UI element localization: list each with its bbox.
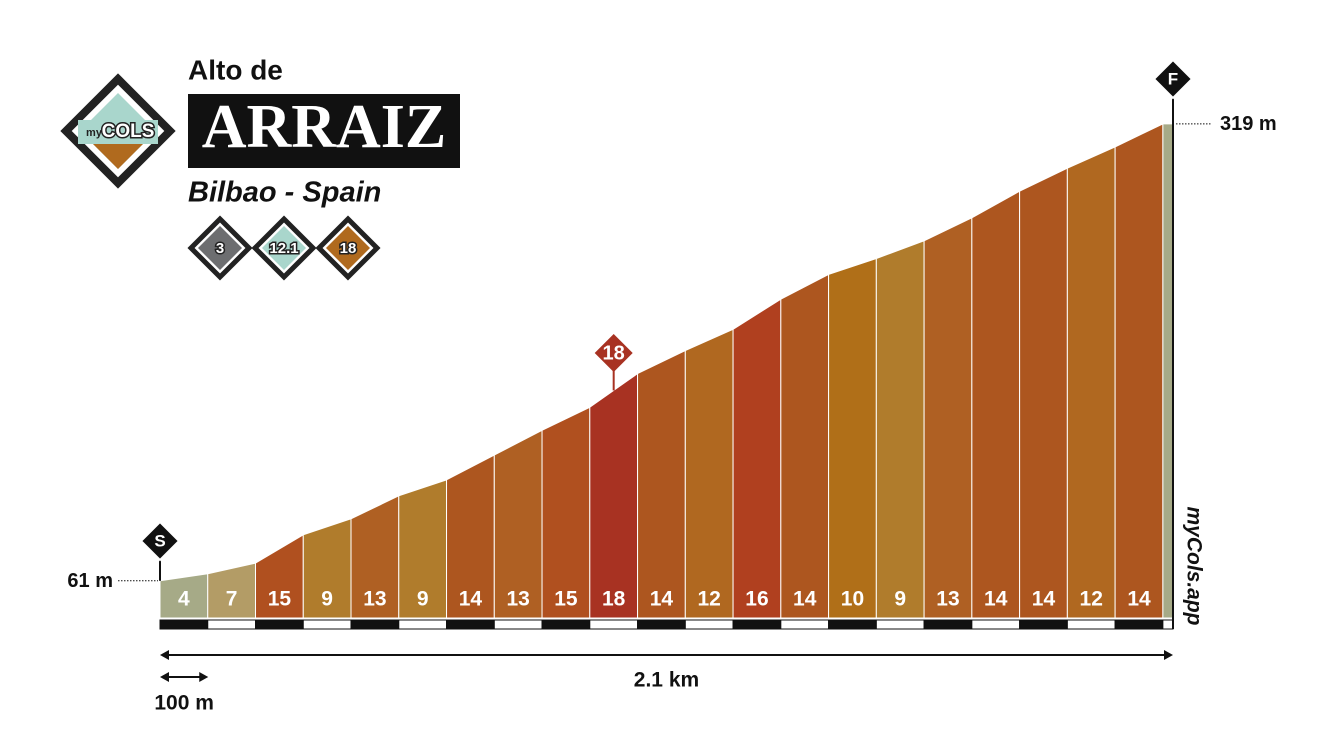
profile-segment xyxy=(780,273,830,619)
distance-strip xyxy=(207,619,257,630)
logo-name: COLS xyxy=(102,121,155,142)
gradient-label: 9 xyxy=(417,588,429,611)
distance-strip xyxy=(828,619,877,630)
profile-segment xyxy=(1019,167,1068,619)
gradient-label: 13 xyxy=(506,588,529,611)
gradient-label: 13 xyxy=(363,588,386,611)
gradient-label: 12 xyxy=(1080,588,1103,611)
gradient-label: 14 xyxy=(650,588,674,611)
scale-arrow-head xyxy=(160,672,169,682)
badge-label: 3 xyxy=(216,240,224,257)
distance-strip xyxy=(589,619,639,630)
badge xyxy=(326,226,370,270)
distance-strip xyxy=(684,619,734,630)
gradient-label: 9 xyxy=(894,588,906,611)
title: ARRAIZ xyxy=(202,93,447,161)
max-marker xyxy=(594,334,633,372)
badge xyxy=(262,226,306,270)
gradient-label: 10 xyxy=(841,588,864,611)
profile-segment xyxy=(541,406,591,619)
distance-strip xyxy=(541,619,591,630)
logo-band xyxy=(78,120,158,144)
start-marker xyxy=(139,520,181,562)
gradient-label: 12 xyxy=(698,588,721,611)
distance-strip xyxy=(1162,619,1174,630)
distance-strip xyxy=(637,619,686,630)
profile-segment xyxy=(971,190,1021,619)
distance-strip xyxy=(1066,619,1116,630)
distance-arrow-head xyxy=(1164,650,1173,660)
profile-segment xyxy=(684,328,734,619)
distance-strip xyxy=(493,619,543,630)
logo-prefix: my xyxy=(86,127,103,139)
scale-label: 100 m xyxy=(154,692,214,715)
gradient-label: 16 xyxy=(745,588,768,611)
gradient-label: 13 xyxy=(936,588,959,611)
distance-strip xyxy=(875,619,925,630)
distance-strip xyxy=(398,619,448,630)
gradient-label: 7 xyxy=(226,588,238,611)
gradient-label: 4 xyxy=(178,588,190,611)
elevation-label: 61 m xyxy=(67,570,113,592)
profile-segment xyxy=(1066,146,1116,619)
gradient-label: 14 xyxy=(1127,588,1151,611)
distance-strip xyxy=(1019,619,1068,630)
profile-segment xyxy=(828,257,877,619)
distance-strip xyxy=(732,619,782,630)
profile-segment xyxy=(923,216,973,619)
finish-label: F xyxy=(1168,69,1178,88)
gradient-label: 14 xyxy=(793,588,817,611)
gradient-label: 9 xyxy=(321,588,333,611)
subtitle: Bilbao - Spain xyxy=(188,177,381,209)
finish-marker xyxy=(1152,58,1194,100)
profile-segment xyxy=(875,240,925,619)
max-gradient-label: 18 xyxy=(603,342,625,364)
scale-arrow-head xyxy=(199,672,209,682)
distance-strip xyxy=(350,619,400,630)
profile-segment xyxy=(1114,123,1164,619)
elevation-label: 319 m xyxy=(1220,113,1277,135)
distance-strip xyxy=(1114,619,1164,630)
badge-label: 12.1 xyxy=(269,240,298,257)
gradient-label: 18 xyxy=(602,588,626,611)
distance-strip xyxy=(780,619,830,630)
profile-segment xyxy=(732,298,782,619)
distance-strip xyxy=(159,619,209,630)
distance-strip xyxy=(923,619,973,630)
watermark: myCols.app xyxy=(1182,506,1205,625)
distance-strip xyxy=(446,619,495,630)
title-box xyxy=(188,94,460,168)
distance-strip xyxy=(971,619,1021,630)
gradient-label: 14 xyxy=(459,588,483,611)
badge xyxy=(198,226,242,270)
distance-strip xyxy=(302,619,352,630)
profile-segment xyxy=(1162,123,1174,619)
profile-segment xyxy=(589,372,639,619)
gradient-label: 15 xyxy=(554,588,578,611)
gradient-label: 15 xyxy=(268,588,292,611)
gradient-label: 14 xyxy=(984,588,1008,611)
badge-label: 18 xyxy=(340,240,357,257)
logo: my COLS xyxy=(60,73,176,189)
title-prefix: Alto de xyxy=(188,54,283,85)
profile-segment xyxy=(637,349,686,619)
distance-label: 2.1 km xyxy=(634,669,699,692)
gradient-label: 14 xyxy=(1032,588,1056,611)
start-label: S xyxy=(154,531,165,550)
distance-strip xyxy=(255,619,304,630)
distance-arrow-head xyxy=(160,650,169,660)
